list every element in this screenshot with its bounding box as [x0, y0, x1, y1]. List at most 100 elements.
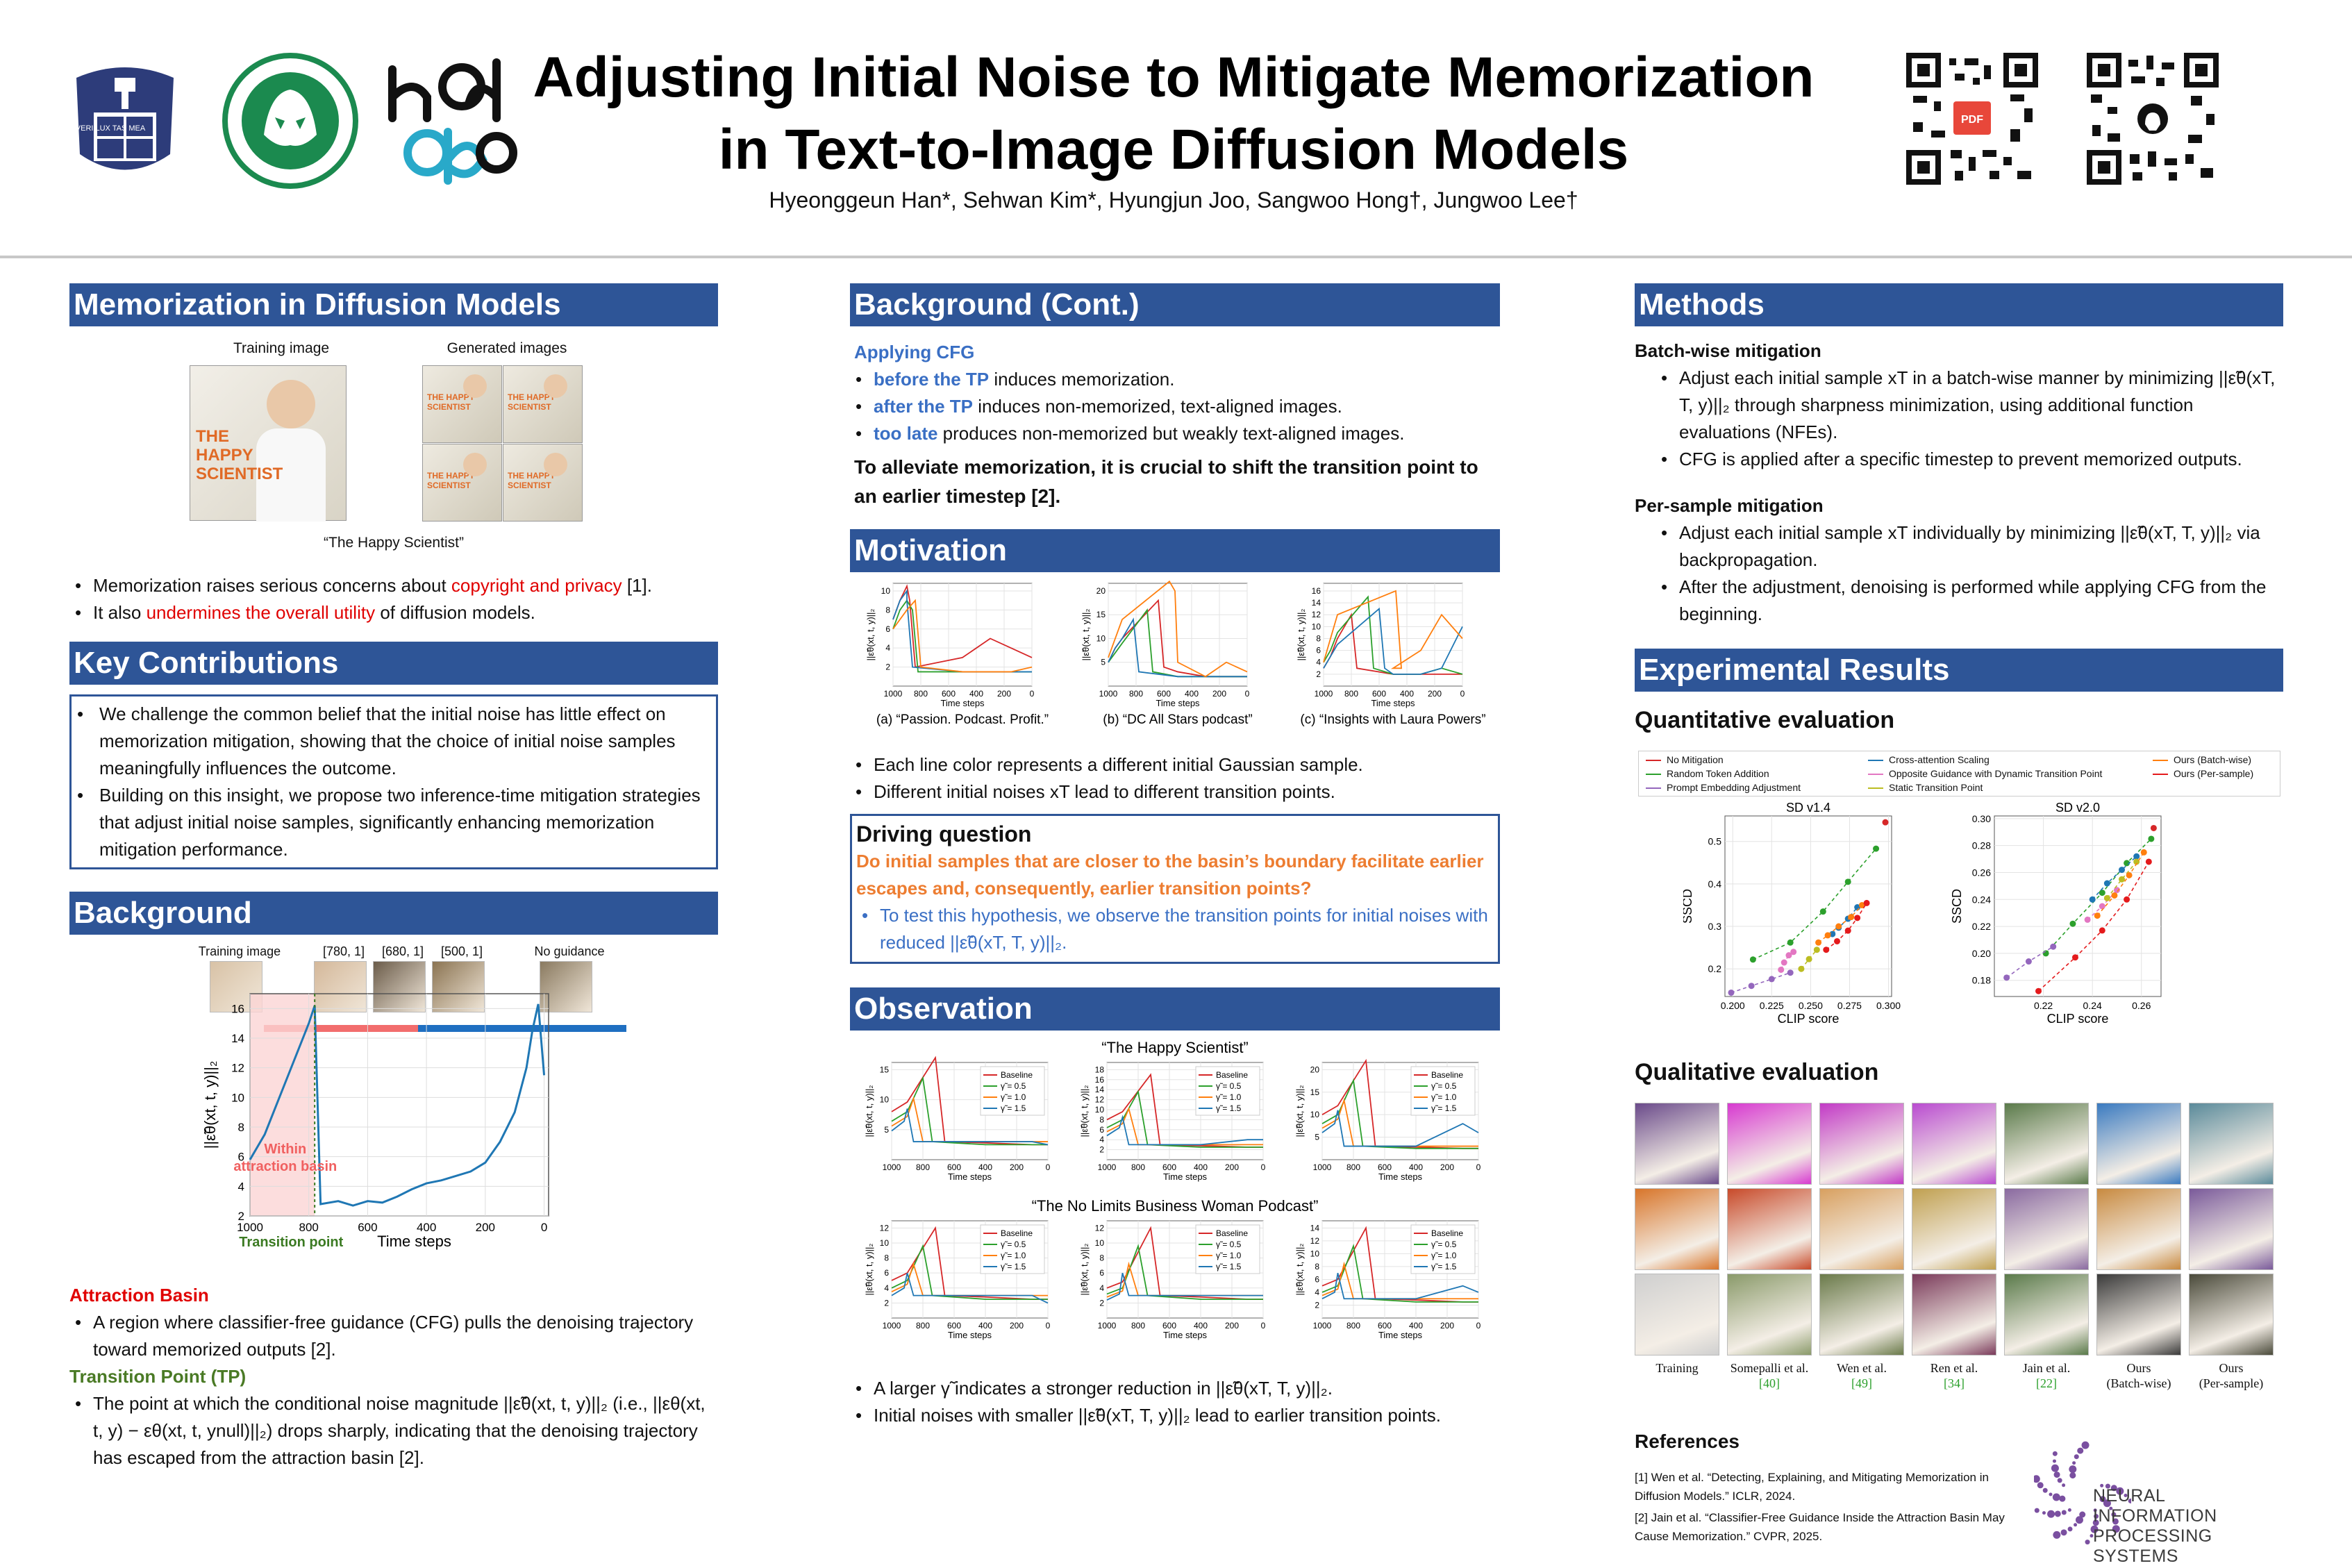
y-tick-label: 4 — [1099, 1135, 1104, 1144]
qr-code-github-icon[interactable] — [2087, 53, 2219, 185]
y-tick-label: 15 — [1096, 610, 1106, 619]
x-tick-label: 0 — [1245, 689, 1250, 699]
y-axis-label: ||ε̃θ(xt, t, y)||₂ — [1294, 1085, 1305, 1137]
y-tick-label: 2 — [238, 1210, 244, 1223]
title-line-2: in Text-to-Image Diffusion Models — [718, 118, 1629, 181]
qualitative-sample-image — [1727, 1188, 1812, 1270]
logo-dot — [2124, 1493, 2128, 1497]
column-right: Methods Batch-wise mitigation Adjust eac… — [1635, 283, 2283, 1568]
series-line — [2106, 861, 2137, 899]
observation-title-2: “The No Limits Business Woman Podcast” — [1032, 1197, 1319, 1215]
scatter-point — [1833, 937, 1840, 944]
legend-swatch — [2153, 774, 2168, 776]
scatter-point — [1787, 939, 1794, 946]
plot-frame — [1108, 583, 1248, 687]
text-span: induces memorization. — [989, 369, 1175, 390]
x-tick-label: 200 — [476, 1221, 495, 1234]
list-item: Adjust each initial sample xT in a batch… — [1655, 365, 2283, 446]
generated-image-3: THE HAPPY SCIENTIST — [422, 444, 502, 522]
y-tick-label: 14 — [1312, 598, 1321, 608]
text-span: [1]. — [622, 575, 652, 596]
series-line — [892, 599, 1033, 673]
snu-logo-icon: VERI LUX TAS MEA — [76, 67, 174, 170]
text-span: of diffusion models. — [375, 602, 535, 623]
y-tick-label: 10 — [881, 586, 891, 596]
section-heading-background: Background — [69, 892, 718, 935]
references-block: References [1] Wen et al. “Detecting, Ex… — [1635, 1431, 2283, 1568]
logo-dot — [2072, 1461, 2076, 1465]
scatter-point — [2133, 858, 2140, 865]
training-cover-image: THE HAPPY SCIENTIST — [190, 365, 347, 522]
legend-label: γ̃ = 1.5 — [1001, 1262, 1026, 1271]
y-tick-label: 10 — [1312, 622, 1321, 631]
basin-label: Within — [264, 1142, 306, 1157]
scatter-point — [2071, 954, 2078, 961]
y-tick-label: 8 — [1099, 1253, 1104, 1263]
series-line — [1108, 617, 1247, 678]
training-image-label: Training image — [233, 340, 330, 356]
series-line — [1321, 1272, 1479, 1300]
thumbnail-label: [500, 1] — [440, 944, 483, 958]
list-item: To test this hypothesis, we observe the … — [856, 902, 1492, 956]
legend-label: γ̃ = 1.0 — [1431, 1251, 1457, 1260]
generated-image-1: THE HAPPY SCIENTIST — [422, 365, 502, 443]
observation-charts: “The Happy Scientist” “The No Limits Busi… — [850, 1037, 1500, 1371]
x-tick-label: 0 — [1030, 689, 1035, 699]
logo-dot — [2052, 1459, 2056, 1463]
list-item: Initial noises with smaller ||ε̃θ(xT, T,… — [850, 1402, 1500, 1429]
y-tick-label: 10 — [231, 1091, 244, 1104]
qr-code-paper-icon[interactable]: PDF — [1906, 53, 2038, 185]
figure-caption: “The Happy Scientist” — [324, 535, 464, 551]
x-tick-label: 0.200 — [1721, 1000, 1745, 1011]
y-tick-label: 4 — [884, 1283, 889, 1293]
scatter-point — [2148, 835, 2155, 842]
scatter-point — [2150, 824, 2157, 831]
legend-label: γ̃ = 0.5 — [1001, 1081, 1026, 1091]
observation-bullets: A larger γ̃ indicates a stronger reducti… — [850, 1375, 1500, 1429]
legend-label: γ̃ = 1.0 — [1216, 1092, 1242, 1102]
method-sublabel: (Batch-wise) — [2106, 1376, 2171, 1390]
x-tick-label: 600 — [1162, 1321, 1176, 1331]
neurips-wordmark: NEURAL INFORMATION PROCESSING SYSTEMS — [2093, 1486, 2283, 1567]
scatter-point — [2099, 903, 2105, 910]
legend-label: No Mitigation — [1667, 754, 1724, 765]
x-axis-label: Time steps — [377, 1233, 451, 1250]
qualitative-sample-image — [2096, 1188, 2181, 1270]
scatter-point — [2140, 849, 2147, 856]
series-line — [2092, 856, 2137, 900]
x-tick-label: 0.275 — [1837, 1000, 1862, 1011]
title-line-1: Adjusting Initial Noise to Mitigate Memo… — [533, 46, 1815, 109]
highlight-blue: too late — [874, 423, 938, 444]
legend-label: Prompt Embedding Adjustment — [1667, 782, 1801, 793]
series-line — [1753, 848, 1877, 960]
highlight-red: copyright and privacy — [451, 575, 622, 596]
logo-dot — [2061, 1510, 2067, 1515]
x-tick-label: 0 — [1261, 1321, 1266, 1331]
list-item: Each line color represents a different i… — [850, 751, 1500, 778]
logo-dot — [2103, 1499, 2111, 1508]
logo-dot — [2062, 1483, 2066, 1487]
x-axis-label: Time steps — [948, 1171, 992, 1182]
x-tick-label: 600 — [1378, 1162, 1392, 1172]
x-tick-label: 800 — [914, 689, 928, 699]
cfg-conclusion: To alleviate memorization, it is crucial… — [854, 456, 1478, 507]
y-tick-label: 2 — [1099, 1298, 1104, 1308]
qualitative-sample-image — [1912, 1274, 1996, 1356]
logo-dot — [2079, 1511, 2086, 1518]
scatter-point — [1863, 899, 1870, 906]
x-tick-label: 400 — [1194, 1321, 1208, 1331]
x-tick-label: 600 — [947, 1162, 961, 1172]
y-tick-label: 8 — [1099, 1115, 1104, 1124]
y-tick-label: 0.18 — [1972, 975, 1991, 986]
scatter-point — [1824, 932, 1831, 939]
qualitative-sample-image — [1819, 1103, 1904, 1185]
scatter-point — [1790, 949, 1797, 956]
y-tick-label: 5 — [884, 1125, 889, 1135]
y-tick-label: 2 — [1099, 1145, 1104, 1155]
qualitative-sample-image — [1912, 1103, 1996, 1185]
legend-label: Baseline — [1001, 1070, 1033, 1080]
qualitative-sample-image — [1912, 1188, 1996, 1270]
legend-entry: Random Token Addition — [1646, 768, 1769, 779]
x-axis-label: Time steps — [1163, 1171, 1208, 1182]
y-tick-label: 6 — [238, 1151, 244, 1164]
